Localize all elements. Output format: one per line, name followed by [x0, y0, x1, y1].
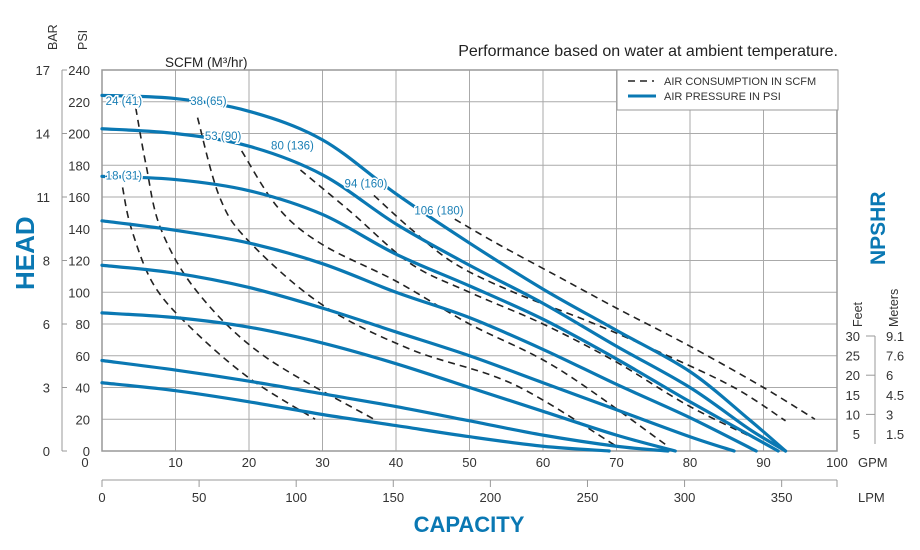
- y-tick-label-psi: 100: [68, 285, 90, 300]
- air-consumption-label: 18 (31): [106, 171, 143, 183]
- npshr-tick-label-feet: 15: [846, 388, 860, 403]
- x-tick-label-gpm: 10: [168, 455, 182, 470]
- plot-frame: [101, 69, 838, 452]
- npshr-tick-label-meters: 4.5: [886, 388, 904, 403]
- x-tick-label-lpm: 200: [480, 490, 502, 505]
- npshr-label: NPSHR: [867, 191, 890, 265]
- air-pressure-curve: [100, 311, 677, 453]
- axes: 0 10 20 30 40 50 60 70 80 90 100020406080100120140…: [36, 63, 905, 505]
- air-pressure-lines: [100, 93, 788, 453]
- legend-item-air-consumption: AIR CONSUMPTION IN SCFM: [664, 76, 816, 88]
- bar-unit-label: BAR: [46, 24, 60, 50]
- npshr-tick-label-meters: 6: [886, 368, 893, 383]
- y-tick-label-psi: 40: [76, 381, 90, 396]
- x-tick-label-lpm: 50: [192, 490, 206, 505]
- y-tick-label-psi: 0: [83, 444, 90, 459]
- air-consumption-label: 53 (90): [205, 131, 242, 143]
- air-consumption-line: [299, 169, 772, 447]
- air-consumption-line: [454, 218, 816, 420]
- y-tick-label-psi: 180: [68, 158, 90, 173]
- npshr-tick-label-feet: 25: [846, 349, 860, 364]
- air-consumption-line: [135, 107, 375, 420]
- x-tick-label-lpm: 350: [771, 490, 793, 505]
- chart-title: Performance based on water at ambient te…: [458, 43, 838, 60]
- npshr-tick-label-meters: 3: [886, 407, 893, 422]
- x-tick-label-gpm: 80: [683, 455, 697, 470]
- x-tick-label-gpm: 100: [826, 455, 848, 470]
- legend: AIR CONSUMPTION IN SCFM AIR PRESSURE IN …: [616, 69, 839, 111]
- x-tick-label-gpm: 20: [242, 455, 256, 470]
- grid: [101, 69, 838, 452]
- y-tick-label-psi: 220: [68, 95, 90, 110]
- y-tick-label-psi: 20: [76, 412, 90, 427]
- meters-label: Meters: [887, 289, 901, 327]
- air-consumption-label: 24 (41): [106, 96, 143, 108]
- air-consumption-labels: 18 (31) 24 (41) 38 (65) 53 (90) 80 (136) 94 (…: [104, 94, 465, 219]
- y-tick-label-psi: 160: [68, 190, 90, 205]
- feet-label: Feet: [851, 301, 865, 327]
- y-tick-label-psi: 120: [68, 254, 90, 269]
- y-tick-label-psi: 60: [76, 349, 90, 364]
- y-tick-label-bar: 0: [43, 444, 50, 459]
- npshr-tick-label-feet: 10: [846, 407, 860, 422]
- air-consumption-line: [121, 187, 316, 420]
- y-tick-label-psi: 140: [68, 222, 90, 237]
- air-consumption-line: [196, 117, 617, 447]
- air-pressure-curve: [100, 358, 670, 453]
- npshr-tick-label-meters: 1.5: [886, 427, 904, 442]
- y-tick-label-bar: 14: [36, 127, 50, 142]
- air-consumption-line: [240, 150, 669, 447]
- npshr-tick-label-feet: 30: [846, 329, 860, 344]
- head-label: HEAD: [10, 216, 40, 290]
- y-tick-label-psi: 80: [76, 317, 90, 332]
- x-tick-label-gpm: 30: [315, 455, 329, 470]
- x-tick-label-lpm: 100: [285, 490, 307, 505]
- y-tick-label-bar: 17: [36, 63, 50, 78]
- x-tick-label-gpm: 90: [756, 455, 770, 470]
- x-tick-label-gpm: 40: [389, 455, 403, 470]
- x-tick-label-gpm: 60: [536, 455, 550, 470]
- air-consumption-label: 94 (160): [345, 178, 388, 190]
- x-tick-label-gpm: 0: [81, 455, 88, 470]
- air-pressure-curve: [100, 263, 736, 453]
- y-tick-label-bar: 11: [37, 190, 51, 205]
- npshr-tick-label-feet: 20: [846, 368, 860, 383]
- air-consumption-label: 80 (136): [271, 140, 314, 152]
- psi-unit-label: PSI: [76, 30, 90, 50]
- npshr-tick-label-feet: 5: [853, 427, 860, 442]
- lpm-unit-label: LPM: [858, 490, 885, 505]
- y-tick-label-bar: 8: [43, 254, 50, 269]
- x-tick-label-lpm: 150: [382, 490, 404, 505]
- npshr-tick-label-meters: 7.6: [886, 349, 904, 364]
- air-consumption-line: [373, 194, 786, 422]
- air-consumption-lines: [121, 107, 816, 447]
- air-consumption-label: 38 (65): [190, 96, 227, 108]
- air-pressure-curve: [100, 93, 788, 453]
- x-tick-label-lpm: 0: [98, 490, 105, 505]
- air-consumption-label: 106 (180): [414, 205, 463, 217]
- x-tick-label-lpm: 250: [577, 490, 599, 505]
- y-tick-label-psi: 240: [68, 63, 90, 78]
- legend-box: [616, 69, 839, 111]
- air-pressure-curve: [100, 174, 780, 453]
- x-tick-label-gpm: 50: [462, 455, 476, 470]
- x-tick-label-gpm: 70: [609, 455, 623, 470]
- y-tick-label-bar: 6: [43, 317, 50, 332]
- npshr-tick-label-meters: 9.1: [886, 329, 904, 344]
- x-tick-label-lpm: 300: [674, 490, 696, 505]
- air-pressure-curve: [100, 127, 788, 453]
- scfm-label: SCFM (M³/hr): [165, 55, 247, 70]
- air-pressure-curve: [100, 381, 611, 453]
- capacity-label: CAPACITY: [414, 512, 525, 537]
- y-tick-label-psi: 200: [68, 127, 90, 142]
- gpm-unit-label: GPM: [858, 455, 888, 470]
- y-tick-label-bar: 3: [43, 381, 50, 396]
- legend-item-air-pressure: AIR PRESSURE IN PSI: [664, 91, 781, 103]
- air-pressure-curve: [100, 219, 758, 453]
